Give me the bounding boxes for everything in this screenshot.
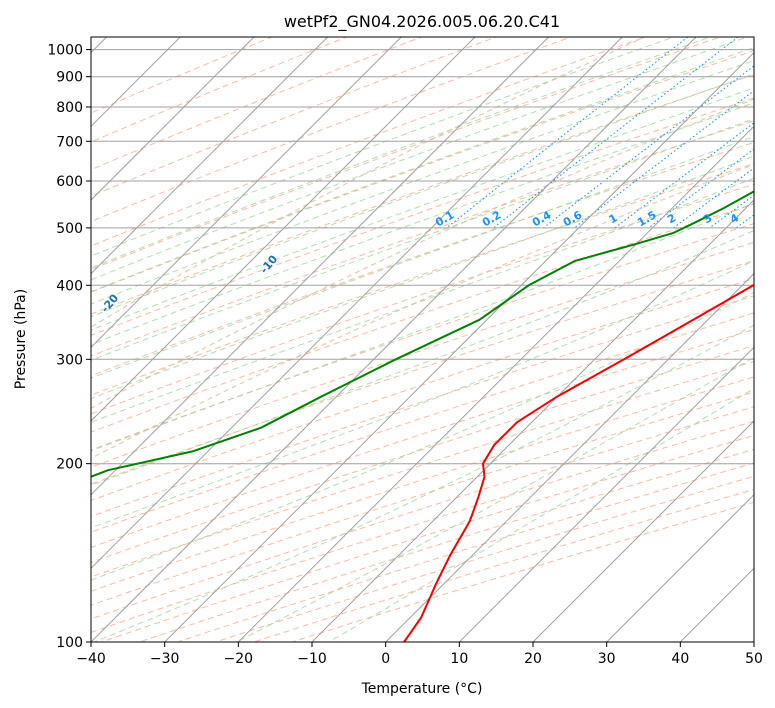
- dry-adiabat-line: [290, 501, 754, 642]
- isotherm-line: [91, 37, 624, 570]
- isotherm-line: [311, 199, 754, 642]
- moist-adiabat-line: [91, 177, 754, 423]
- dry-adiabat-line: [91, 406, 754, 620]
- reference-curve: [91, 98, 754, 409]
- dry-adiabat-line: [91, 345, 754, 563]
- dry-adiabat-line: [175, 462, 754, 642]
- isotherm-line: [91, 37, 255, 201]
- x-tick-label: −20: [224, 651, 254, 667]
- dry-adiabat-line: [91, 37, 423, 171]
- y-tick-label: 400: [56, 278, 83, 294]
- isotherm-line: [237, 125, 754, 642]
- y-tick-label: 800: [56, 100, 83, 116]
- dry-adiabat-line: [91, 295, 754, 517]
- y-axis-label: Pressure (hPa): [13, 289, 29, 389]
- dewpoint-profile-line: [91, 190, 754, 478]
- isotherm-line: [163, 51, 754, 642]
- dry-adiabat-line: [91, 37, 349, 143]
- dry-adiabat-line: [91, 50, 754, 293]
- y-tick-label: 300: [56, 352, 83, 368]
- x-tick-label: 30: [598, 651, 616, 667]
- isotherm-line: [384, 272, 754, 642]
- dry-adiabat-line: [91, 37, 722, 271]
- y-tick-label: 900: [56, 70, 83, 86]
- dry-adiabat-line: [91, 376, 754, 592]
- mixing-ratio-line: [614, 122, 754, 229]
- plot-frame: [90, 36, 755, 643]
- x-tick-label: 20: [524, 651, 542, 667]
- x-tick-label: 10: [450, 651, 468, 667]
- y-tick-label: 200: [56, 457, 83, 473]
- axes: −40 −30 −20 −10 0 10 20 30 40 50 1000 900 800 700 600 5…: [47, 43, 763, 667]
- x-tick-label: 50: [745, 651, 763, 667]
- temperature-profile-line: [403, 283, 754, 642]
- mixing-ratio-line: [543, 65, 754, 229]
- y-tick-label: 1000: [47, 43, 83, 59]
- dry-adiabat-line: [91, 163, 754, 396]
- x-tick-label: 40: [671, 651, 689, 667]
- isotherm-line: [91, 37, 476, 422]
- y-tick-label: 500: [56, 221, 83, 237]
- dry-adiabat-line: [91, 37, 498, 197]
- mixing-ratio-line: [673, 167, 754, 229]
- isotherm-line: [91, 37, 329, 275]
- isotherm-line: [91, 37, 697, 642]
- moist-adiabat-line: [91, 291, 754, 581]
- dry-adiabat-line: [91, 277, 754, 502]
- x-tick-label: −40: [76, 651, 106, 667]
- sounding-curves: [91, 190, 754, 642]
- isotherm-line: [605, 493, 754, 642]
- dry-adiabat-line: [91, 312, 754, 533]
- mixing-ratio-line: [446, 37, 689, 229]
- isotherm-line: [458, 346, 754, 642]
- x-tick-label: −10: [297, 651, 327, 667]
- dry-adiabat-line: [91, 420, 754, 633]
- y-tick-label: 700: [56, 134, 83, 150]
- x-tick-label: −30: [150, 651, 180, 667]
- x-axis-label: Temperature (°C): [361, 681, 483, 697]
- dry-adiabat-line: [91, 183, 754, 415]
- isotherm-line: [91, 37, 550, 496]
- isotherm-line: [532, 420, 754, 642]
- y-tick-label: 100: [56, 635, 83, 651]
- dry-adiabat-line: [91, 360, 754, 578]
- moist-adiabat-line: [91, 230, 754, 486]
- moist-adiabat-line: [236, 356, 754, 642]
- dry-adiabat-line: [91, 74, 754, 315]
- chart-title: wetPf2_GN04.2026.005.06.20.C41: [284, 12, 560, 32]
- moist-adiabat-line: [91, 202, 754, 452]
- x-tick-label: 0: [381, 651, 390, 667]
- y-tick-label: 600: [56, 174, 83, 190]
- dry-adiabat-line: [137, 448, 754, 642]
- dry-adiabat-line: [91, 203, 754, 433]
